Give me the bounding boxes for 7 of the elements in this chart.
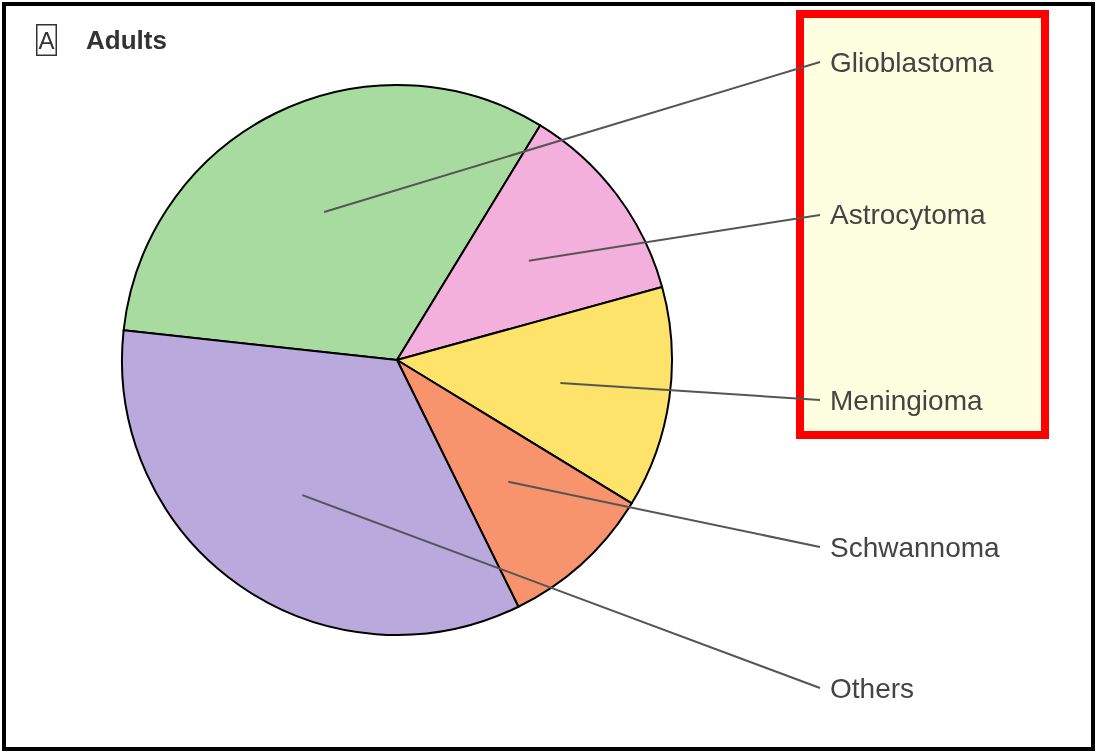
slice-label: Others xyxy=(830,673,915,704)
slice-label: Schwannoma xyxy=(830,532,1001,563)
slice-label: Meningioma xyxy=(830,385,983,416)
chart-title: Adults xyxy=(86,25,167,56)
slice-label: Astrocytoma xyxy=(830,199,987,230)
slice-label: Glioblastoma xyxy=(830,47,994,78)
text: A xyxy=(38,26,55,54)
